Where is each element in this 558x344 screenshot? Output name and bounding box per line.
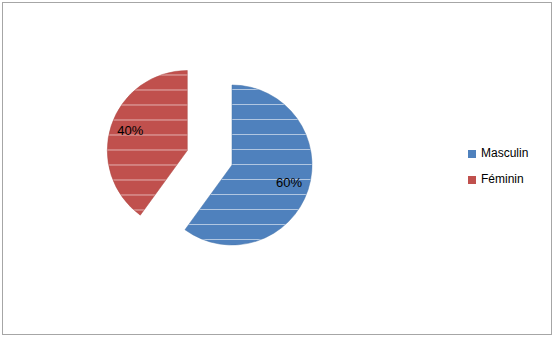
data-label: 40%	[117, 123, 143, 138]
data-label: 60%	[276, 175, 302, 190]
legend: Masculin Féminin	[468, 146, 528, 186]
pie-slice	[185, 85, 312, 245]
legend-label: Féminin	[481, 172, 524, 186]
chart: 60% 40% Masculin Féminin	[0, 0, 558, 344]
pie-slice	[107, 70, 187, 215]
legend-swatch	[468, 150, 476, 158]
chart-frame	[3, 3, 552, 335]
legend-swatch	[468, 176, 476, 184]
legend-label: Masculin	[481, 146, 528, 160]
pie: 60% 40%	[107, 70, 312, 245]
